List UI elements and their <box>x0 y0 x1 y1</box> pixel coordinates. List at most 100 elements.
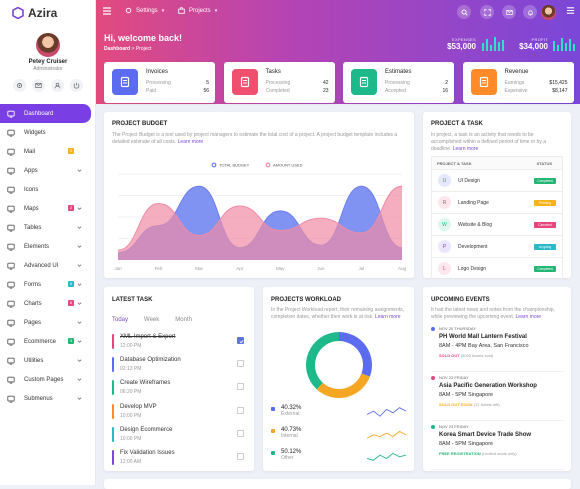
card-description: In project, a task is an activity that n… <box>431 132 565 153</box>
event-time: 8AM - 5PM Singapore <box>439 392 494 398</box>
power-icon[interactable] <box>70 79 83 92</box>
learn-more-link[interactable]: Learn more <box>452 146 479 152</box>
event-status-note: (12 tickets left) <box>473 402 500 407</box>
sidebar-item-ecommerce[interactable]: Ecommerce 3 <box>0 332 96 351</box>
workload-value: 50.12% <box>281 449 302 455</box>
task-item: Create Wireframes 06:20 PM <box>112 378 246 398</box>
sidebar-item-elements[interactable]: Elements <box>0 237 96 256</box>
sidebar-item-utilities[interactable]: Utilities <box>0 351 96 370</box>
sidebar-item-forms[interactable]: Forms 6 <box>0 275 96 294</box>
sidebar-item-dashboard[interactable]: Dashboard <box>0 104 91 123</box>
tab-month[interactable]: Month <box>175 317 192 323</box>
sidebar-item-custom-pages[interactable]: Custom Pages <box>0 370 96 389</box>
task-checkbox[interactable] <box>237 360 244 368</box>
table-row[interactable]: L Logo Design Completed <box>432 257 562 279</box>
sidebar-item-pages[interactable]: Pages <box>0 313 96 332</box>
task-color-bar <box>112 357 114 373</box>
mail-icon[interactable] <box>502 5 516 19</box>
sidebar-item-label: Custom Pages <box>24 376 64 383</box>
project-letter: U <box>438 174 451 187</box>
table-row[interactable]: W Website & Blog Canceled <box>432 213 562 235</box>
search-icon[interactable] <box>457 5 471 19</box>
user-icon[interactable] <box>51 79 64 92</box>
sidebar-item-mail[interactable]: Mail 2 <box>0 142 96 161</box>
header-avatar[interactable] <box>541 5 556 20</box>
kpi-card-estimates[interactable]: Estimates Processing 2 Accepted 16 <box>343 62 454 103</box>
task-time: 10:00 PM <box>120 435 142 442</box>
task-checkbox[interactable] <box>237 337 244 344</box>
task-item: Database Optimization 02:13 PM <box>112 355 246 375</box>
task-time: 06:20 PM <box>120 389 142 396</box>
event-dot <box>431 327 435 331</box>
learn-more-link[interactable]: Learn more <box>374 314 401 320</box>
task-checkbox[interactable] <box>237 453 244 460</box>
task-checkbox[interactable] <box>237 406 244 414</box>
menu-icon[interactable] <box>566 6 575 15</box>
mail-icon[interactable] <box>32 79 45 92</box>
sidebar-item-submenus[interactable]: Submenus <box>0 389 96 408</box>
learn-more-link[interactable]: Learn more <box>515 314 542 320</box>
fullscreen-icon[interactable] <box>480 5 494 19</box>
sidebar-item-widgets[interactable]: Widgets <box>0 123 96 142</box>
event-status-label: SOLD OUT <box>439 353 460 358</box>
task-checkbox[interactable] <box>237 429 244 437</box>
icons-icon <box>6 185 16 195</box>
workload-card: PROJECTS WORKLOAD In the Project Workloa… <box>263 287 414 471</box>
task-color-bar <box>112 426 114 442</box>
bell-icon[interactable] <box>523 5 537 19</box>
learn-more-link[interactable]: Learn more <box>177 139 204 145</box>
gear-icon[interactable] <box>13 79 26 92</box>
donut-slice-external <box>339 332 372 377</box>
project-name: Development <box>458 243 488 250</box>
workload-label: External <box>281 411 300 417</box>
elements-icon <box>6 242 16 252</box>
widget-icon <box>6 128 16 138</box>
nav-settings[interactable]: Settings ▾ <box>125 7 164 14</box>
table-row[interactable]: P Development on-going <box>432 235 562 257</box>
avatar[interactable] <box>36 33 60 57</box>
task-color-bar <box>112 380 114 396</box>
column-status: STATUS <box>536 160 552 166</box>
sidebar-item-label: Mail <box>24 148 36 155</box>
legend-dot <box>271 429 275 433</box>
task-name: Design Ecommerce <box>120 426 173 433</box>
breadcrumb-home[interactable]: Dashboard <box>104 46 131 52</box>
sidebar-item-label: Tables <box>24 224 42 231</box>
table-row[interactable]: U UI Design Completed <box>432 169 562 191</box>
sidebar: Azira Petey Cruiser Administrator Dashbo… <box>0 0 96 485</box>
task-item: Fix Validation Issues 12:00 AM <box>112 448 246 468</box>
kpi-card-invoices[interactable]: Invoices Processing 5 Paid 56 <box>104 62 215 103</box>
briefcase-icon <box>178 7 185 14</box>
x-tick-label: Jan <box>114 266 122 271</box>
project-table: PROJECT & TASK STATUS U UI Design Complete… <box>431 156 563 280</box>
event-status: SOLD OUT SOON (12 tickets left) <box>439 402 500 407</box>
sidebar-item-icons[interactable]: Icons <box>0 180 96 199</box>
event-item[interactable]: NOV 20 THURSDAY PH World Mall Lantern Fes… <box>431 325 563 372</box>
sidebar-item-apps[interactable]: Apps <box>0 161 96 180</box>
sidebar-item-charts[interactable]: Charts 6 <box>0 294 96 313</box>
status-badge: Completed <box>534 178 556 184</box>
event-item[interactable]: NOV 23 FRIDAY Asia Pacific Generation Wor… <box>431 374 563 421</box>
app-logo[interactable]: Azira <box>12 6 57 20</box>
sidebar-item-advanced-ui[interactable]: Advanced UI <box>0 256 96 275</box>
kpi-card-tasks[interactable]: Tasks Processing 42 Completed 23 <box>223 62 335 103</box>
task-checkbox[interactable] <box>237 383 244 391</box>
x-tick-label: Aug <box>398 266 407 271</box>
tab-week[interactable]: Week <box>144 317 160 323</box>
tab-today[interactable]: Today <box>112 317 129 323</box>
series-line-1 <box>117 185 403 251</box>
event-item[interactable]: NOV 23 FRIDAY Korea Smart Device Trade Sh… <box>431 423 563 470</box>
nav-projects[interactable]: Projects ▾ <box>178 7 217 14</box>
kpi-label: Processing <box>385 80 410 86</box>
sidebar-item-maps[interactable]: Maps 2 <box>0 199 96 218</box>
budget-chart: Jan Feb Mar Apr May Jun Jul Aug TOTAL BUDGET AMOU… <box>114 163 407 272</box>
event-name: PH World Mall Lantern Festival <box>439 334 527 340</box>
sidebar-menu: Dashboard Widgets Mail 2 Apps Icons Maps 2 Table… <box>0 104 96 408</box>
table-row[interactable]: R Landing Page Pending <box>432 191 562 213</box>
kpi-value: 42 <box>322 80 329 86</box>
sidebar-item-tables[interactable]: Tables <box>0 218 96 237</box>
hamburger-icon[interactable] <box>102 6 112 16</box>
kpi-card-revenue[interactable]: Revenue Earnings $15,425 Expensive $8,147 <box>462 62 574 103</box>
menu-badge: 6 <box>68 281 74 287</box>
card-description: In the Project Workload report, their re… <box>271 307 409 321</box>
